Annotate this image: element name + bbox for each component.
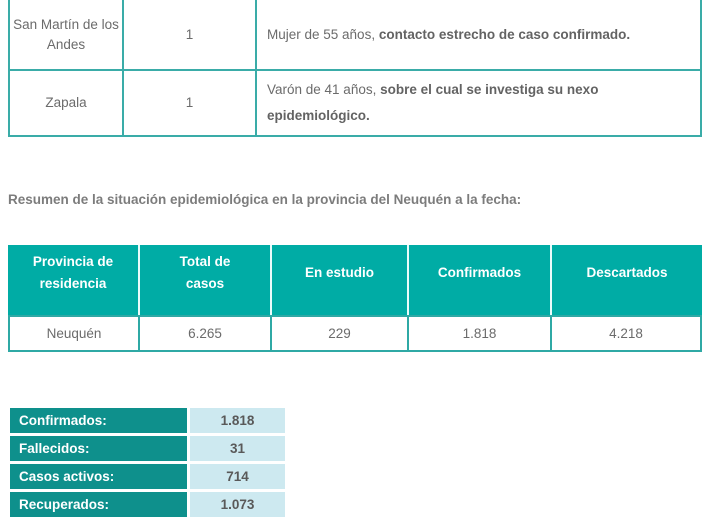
province-table-header: Provincia de residencia Total de casos E… (8, 245, 702, 315)
cases-table: San Martín de los Andes 1 Mujer de 55 añ… (8, 0, 702, 137)
totals-row-recuperados: Recuperados: 1.073 (10, 492, 285, 517)
cases-city-cell: San Martín de los Andes (13, 16, 119, 52)
case-description-normal: Varón de 41 años, (267, 82, 381, 97)
cell-en-estudio-value: 229 (270, 317, 407, 350)
case-description-bold: sobre el cual se investiga su nexo epide… (267, 82, 599, 123)
cell-total-value: 6.265 (138, 317, 270, 350)
cases-description-cell: Varón de 41 años, sobre el cual se inves… (255, 69, 700, 135)
cases-count-cell: 1 (122, 0, 255, 69)
cell-provincia-value: Neuquén (46, 326, 102, 341)
cases-count-cell: 1 (122, 69, 255, 135)
totals-label: Fallecidos: (10, 436, 187, 461)
cases-city-cell: Zapala (10, 69, 122, 135)
totals-value: 1.818 (190, 408, 285, 433)
cell-confirmados-value: 1.818 (407, 317, 550, 350)
case-description-bold: contacto estrecho de caso confirmado. (378, 26, 631, 42)
header-cell-en-estudio: En estudio (270, 245, 407, 315)
totals-value: 31 (190, 436, 285, 461)
totals-label: Casos activos: (10, 464, 187, 489)
totals-value: 714 (190, 464, 285, 489)
case-description: Varón de 41 años, sobre el cual se inves… (267, 77, 686, 129)
totals-row-casos-activos: Casos activos: 714 (10, 464, 285, 489)
totals-row-fallecidos: Fallecidos: 31 (10, 436, 285, 461)
header-cell-confirmados: Confirmados (407, 245, 550, 315)
totals-value: 1.073 (190, 492, 285, 517)
summary-title: Resumen de la situación epidemiológica e… (8, 192, 522, 207)
header-cell-total: Total de casos (138, 245, 270, 315)
header-cell-descartados: Descartados (550, 245, 702, 315)
case-description-normal: Mujer de 55 años, (267, 26, 379, 42)
cases-description-cell: Mujer de 55 años, contacto estrecho de c… (255, 0, 700, 69)
cell-descartados-value: 4.218 (550, 317, 700, 350)
province-table-row: Neuquén 6.265 229 1.818 4.218 (8, 315, 702, 352)
header-cell-provincia: Provincia de residencia (32, 254, 114, 291)
totals-label: Confirmados: (10, 408, 187, 433)
totals-table: Confirmados: 1.818 Fallecidos: 31 Casos … (10, 408, 285, 517)
totals-row-confirmados: Confirmados: 1.818 (10, 408, 285, 433)
case-description: Mujer de 55 años, contacto estrecho de c… (267, 22, 630, 48)
totals-label: Recuperados: (10, 492, 187, 517)
